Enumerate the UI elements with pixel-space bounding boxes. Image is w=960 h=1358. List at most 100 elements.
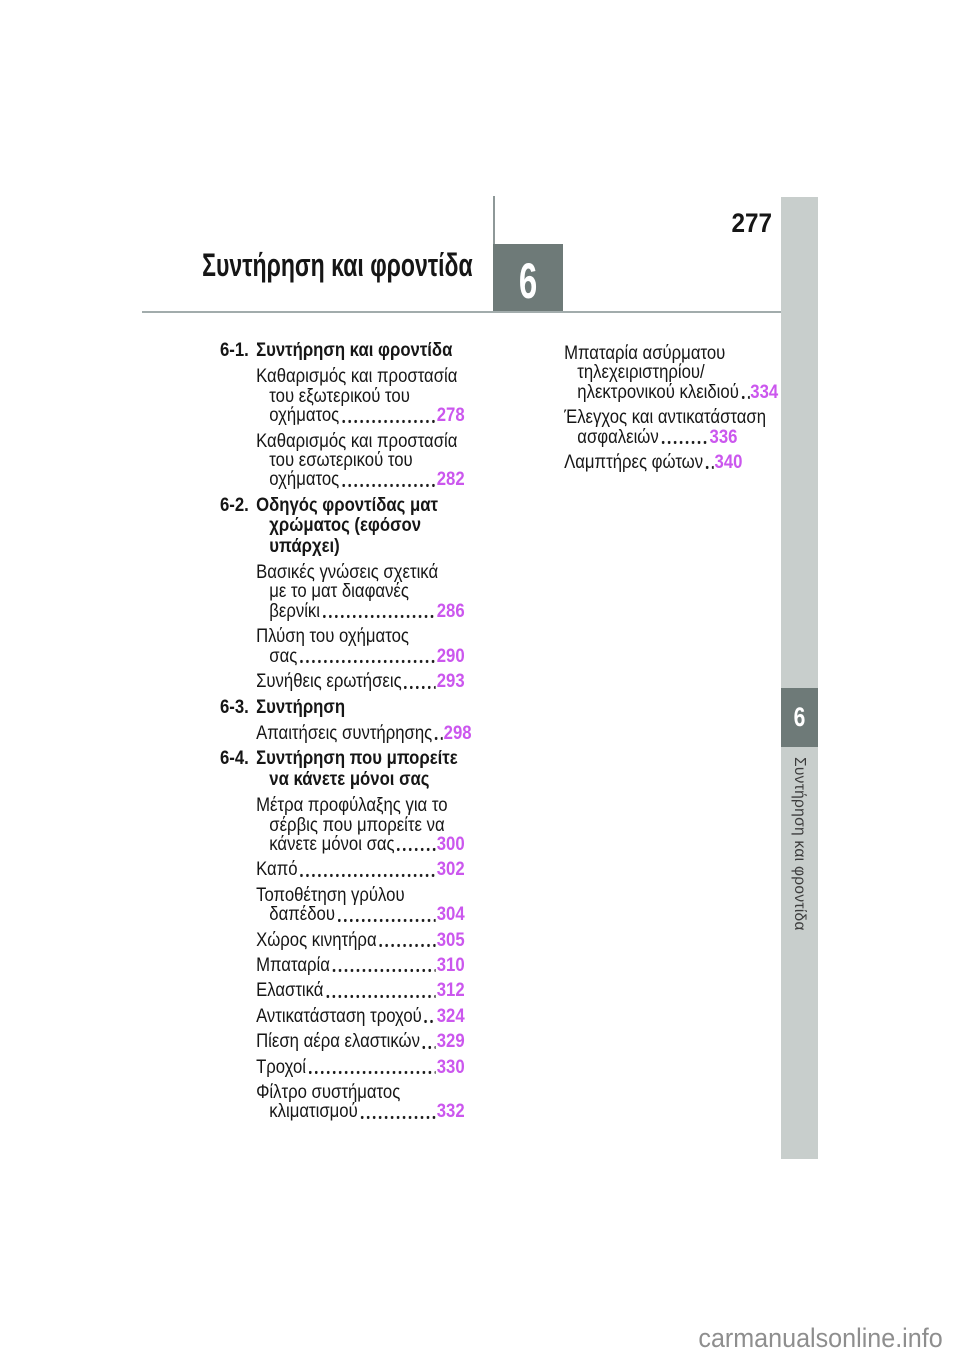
- toc-entry: Μέτρα προφύλαξης για το σέρβις που μπορεί…: [220, 796, 465, 855]
- leader-dots: [341, 418, 436, 424]
- leader-dots: [704, 465, 714, 471]
- toc-entry-text: ασφαλειών: [577, 426, 659, 448]
- leader-dots: [423, 1019, 436, 1025]
- toc-entry-line: Πλύση του οχήματος: [256, 626, 409, 648]
- toc-entry-text: Μπαταρία: [256, 954, 330, 976]
- toc-section-line: χρώματος (εφόσον: [269, 515, 422, 537]
- toc-column-left: 6-1. Συντήρηση και φροντίδα Καθαρισμός και…: [220, 340, 472, 1128]
- toc-entry-lastline: Καπό 302: [256, 859, 465, 881]
- toc-page-ref: 330: [436, 1056, 465, 1078]
- toc-entry-lastline: δαπέδου 304: [256, 904, 465, 926]
- watermark: carmanualsonline.info: [698, 1323, 943, 1353]
- toc-section: 6-3. Συντήρηση: [220, 696, 465, 718]
- leader-dots: [396, 847, 436, 853]
- toc-entry-text: δαπέδου: [269, 904, 336, 926]
- leader-dots: [433, 736, 443, 742]
- leader-dots: [299, 872, 436, 878]
- toc-entry: Τροχοί 330: [220, 1056, 465, 1078]
- leader-dots: [403, 684, 436, 690]
- toc-entry-text: οχήματος: [269, 405, 340, 427]
- toc-section-line: Συντήρηση και φροντίδα: [256, 340, 453, 361]
- chapter-number: 6: [518, 253, 538, 309]
- toc-entry-line: Έλεγχος και αντικατάσταση: [564, 407, 767, 429]
- toc-entry: Φίλτρο συστήματος κλιματισμού 332: [220, 1083, 465, 1122]
- leader-dots: [359, 1114, 436, 1120]
- toc-page-ref: 300: [436, 833, 465, 855]
- toc-section: 6-1. Συντήρηση και φροντίδα: [220, 340, 465, 361]
- toc-entry-lastline: Λαμπτήρες φώτων 340: [564, 452, 742, 474]
- toc-page-ref: 336: [709, 426, 738, 448]
- chapter-side-strip: 6 Συντήρηση και φροντίδα: [781, 197, 818, 1159]
- leader-dots: [660, 440, 709, 446]
- toc-entry: Συνήθεις ερωτήσεις 293: [220, 671, 465, 693]
- toc-section-line: Συντήρηση που μπορείτε: [256, 748, 458, 770]
- toc-section: 6-2. Οδηγός φροντίδας ματ χρώματος (εφόσον…: [220, 494, 465, 557]
- toc-entry-text: κάνετε μόνοι σας: [269, 833, 395, 855]
- toc-entry-line: με το ματ διαφανές: [269, 581, 409, 603]
- toc-entry-lastline: ασφαλειών 336: [564, 426, 738, 448]
- toc-page-ref: 305: [436, 929, 465, 951]
- toc-entry: Καπό 302: [220, 859, 465, 881]
- toc-page-ref: 293: [436, 671, 465, 693]
- toc-entry: Πίεση αέρα ελαστικών 329: [220, 1031, 465, 1053]
- toc-entry-text: Χώρος κινητήρα: [256, 929, 377, 951]
- toc-entry: Ελαστικά 312: [220, 980, 465, 1002]
- toc-entry-text: Ελαστικά: [256, 980, 324, 1002]
- toc-entry-text: βερνίκι: [269, 600, 321, 622]
- toc-entry-lastline: οχήματος 282: [256, 470, 464, 490]
- toc-entry: Έλεγχος και αντικατάσταση ασφαλειών 336: [528, 407, 767, 448]
- toc-page-ref: 340: [714, 452, 743, 474]
- toc-entry-lastline: Πίεση αέρα ελαστικών 329: [256, 1031, 465, 1053]
- toc-entry: Μπαταρία ασύρματου τηλεχειριστηρίου/ηλεκτ…: [528, 343, 778, 403]
- toc-page-ref: 312: [436, 980, 465, 1002]
- leader-dots: [378, 942, 436, 948]
- toc-entry-text: σας: [269, 645, 298, 667]
- toc-page-ref: 290: [436, 645, 465, 667]
- leader-dots: [740, 395, 750, 401]
- toc-section-number: 6-4.: [220, 748, 249, 770]
- toc-page-ref: 329: [436, 1031, 465, 1053]
- toc-entry-text: Τροχοί: [256, 1056, 307, 1078]
- leader-dots: [336, 917, 436, 923]
- toc-entry-text: Λαμπτήρες φώτων: [564, 452, 704, 474]
- chapter-side-tab: 6: [781, 688, 818, 747]
- toc-entry-lastline: σας 290: [256, 645, 465, 667]
- toc-page-ref: 304: [436, 904, 465, 926]
- chapter-title: Συντήρηση και φροντίδα: [202, 247, 473, 283]
- toc-entry-lastline: Ελαστικά 312: [256, 980, 465, 1002]
- leader-dots: [341, 482, 436, 488]
- toc-section-line: υπάρχει): [269, 535, 340, 557]
- toc-entry-lastline: Χώρος κινητήρα 305: [256, 929, 465, 951]
- toc-section: 6-4. Συντήρηση που μπορείτε να κάνετε μόνο…: [220, 748, 465, 790]
- toc-entry-lastline: κλιματισμού 332: [256, 1101, 465, 1123]
- toc-page-ref: 324: [436, 1005, 465, 1027]
- toc-section-number: 6-1.: [220, 340, 249, 361]
- toc-page-ref: 298: [443, 722, 472, 744]
- toc-entry-lastline: κάνετε μόνοι σας 300: [256, 833, 465, 855]
- toc-entry-line: του εσωτερικού του: [269, 450, 413, 472]
- chapter-number-box: 6: [493, 244, 563, 313]
- toc-page-ref: 302: [436, 859, 465, 881]
- toc-entry-lastline: Αντικατάσταση τροχού 324: [256, 1005, 465, 1027]
- toc-entry-lastline: βερνίκι 286: [256, 600, 464, 622]
- toc-entry-line: Καθαρισμός και προστασία: [256, 430, 458, 452]
- toc-entry-line: Μπαταρία ασύρματου: [564, 343, 726, 364]
- toc-entry-lastline: Τροχοί 330: [256, 1056, 465, 1078]
- toc-entry-line: Τοποθέτηση γρύλου: [256, 884, 405, 906]
- toc-entry-text: Συνήθεις ερωτήσεις: [256, 671, 402, 693]
- toc-page-ref: 334: [750, 381, 779, 403]
- leader-dots: [331, 968, 436, 974]
- toc-page-ref: 332: [436, 1101, 465, 1123]
- leader-dots: [321, 614, 436, 620]
- toc-entry-lastline: Απαιτήσεις συντήρησης 298: [256, 723, 471, 743]
- toc-entry-lastline: οχήματος 278: [256, 405, 464, 427]
- toc-section-line: Συντήρηση: [256, 696, 346, 718]
- toc-entry-lastline: Συνήθεις ερωτήσεις 293: [256, 671, 465, 693]
- toc-entry-line: του εξωτερικού του: [269, 385, 410, 407]
- toc-section-number: 6-3.: [220, 696, 249, 718]
- toc-entry-text: Πίεση αέρα ελαστικών: [256, 1031, 420, 1053]
- toc-entry: Χώρος κινητήρα 305: [220, 929, 465, 951]
- toc-section-line: Οδηγός φροντίδας ματ: [256, 494, 438, 516]
- side-tab-number: 6: [793, 702, 806, 732]
- toc-section-number: 6-2.: [220, 494, 249, 516]
